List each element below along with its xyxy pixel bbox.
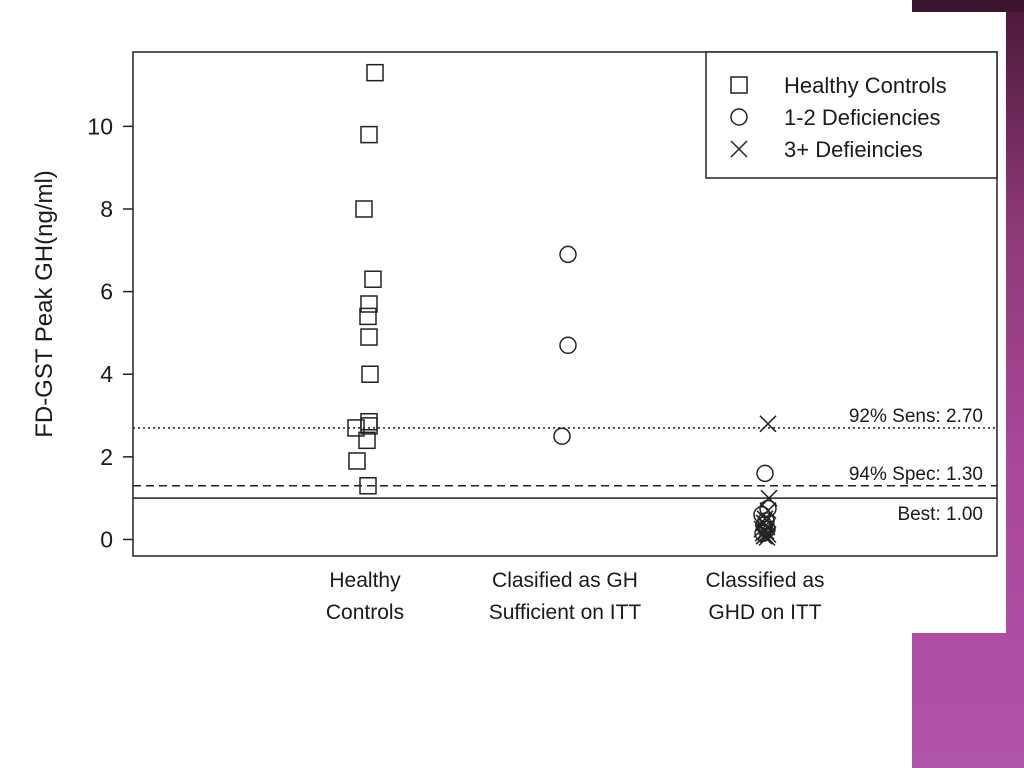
x-marker bbox=[759, 415, 777, 433]
square-marker bbox=[360, 295, 378, 313]
x-tick-label: Healthy bbox=[329, 569, 401, 592]
reference-lines: 92% Sens: 2.70 94% Spec: 1.30 Best: 1.00 bbox=[133, 406, 997, 525]
circle-marker bbox=[756, 464, 774, 483]
reference-line-label: 94% Spec: 1.30 bbox=[849, 464, 983, 485]
y-tick-label: 10 bbox=[87, 113, 113, 139]
square-marker bbox=[366, 63, 384, 82]
x-tick-label: Controls bbox=[326, 601, 404, 624]
legend-entry: 3+ Defieincies bbox=[784, 137, 923, 162]
data-points bbox=[347, 63, 778, 546]
x-tick-label: Clasified as GH bbox=[492, 569, 638, 592]
x-tick-label: GHD on ITT bbox=[708, 601, 821, 624]
reference-line-label: Best: 1.00 bbox=[897, 504, 983, 525]
x-marker-stroke bbox=[758, 528, 776, 546]
legend: Healthy Controls 1-2 Deficiencies 3+ Defie… bbox=[705, 51, 998, 179]
square-marker bbox=[359, 477, 377, 495]
square-marker bbox=[360, 417, 378, 435]
square-marker bbox=[359, 307, 377, 326]
x-marker-stroke bbox=[730, 140, 748, 158]
x-marker-stroke bbox=[759, 415, 777, 433]
x-tick-label: Classified as bbox=[705, 569, 824, 592]
square-marker bbox=[361, 365, 379, 383]
legend-entry: 1-2 Deficiencies bbox=[784, 105, 941, 130]
square-marker bbox=[347, 419, 365, 437]
circle-marker bbox=[559, 336, 577, 355]
y-axis-label: FD-GST Peak GH(ng/ml) bbox=[31, 170, 58, 438]
y-tick-label: 4 bbox=[100, 361, 113, 387]
square-marker bbox=[348, 452, 366, 470]
y-tick-label: 8 bbox=[100, 196, 113, 222]
x-marker bbox=[730, 140, 748, 158]
square-marker bbox=[358, 431, 376, 450]
plot-frame bbox=[132, 51, 998, 557]
square-marker bbox=[360, 125, 378, 144]
legend-entry: Healthy Controls bbox=[784, 73, 947, 98]
x-marker bbox=[758, 528, 776, 546]
y-tick-label: 2 bbox=[100, 444, 113, 470]
reference-line-label: 92% Sens: 2.70 bbox=[849, 406, 983, 427]
axes: 0 2 4 6 8 10 FD-GST Peak GH(ng/ml) Healthy Contr… bbox=[31, 51, 998, 624]
square-marker bbox=[364, 270, 382, 288]
x-marker-stroke bbox=[755, 527, 773, 545]
circle-marker bbox=[559, 245, 577, 264]
x-marker-stroke bbox=[760, 489, 778, 507]
slide-decor-top bbox=[912, 0, 1024, 12]
legend-box bbox=[705, 51, 998, 179]
circle-marker bbox=[730, 108, 748, 126]
x-marker bbox=[759, 525, 777, 544]
x-marker-stroke bbox=[759, 525, 777, 544]
x-marker bbox=[755, 527, 773, 545]
y-tick-label: 6 bbox=[100, 279, 113, 305]
x-tick-label: Sufficient on ITT bbox=[489, 601, 642, 624]
circle-marker bbox=[553, 427, 571, 445]
y-tick-label: 0 bbox=[100, 526, 113, 552]
square-marker bbox=[360, 328, 378, 346]
square-marker bbox=[355, 200, 373, 218]
square-marker bbox=[730, 76, 748, 94]
